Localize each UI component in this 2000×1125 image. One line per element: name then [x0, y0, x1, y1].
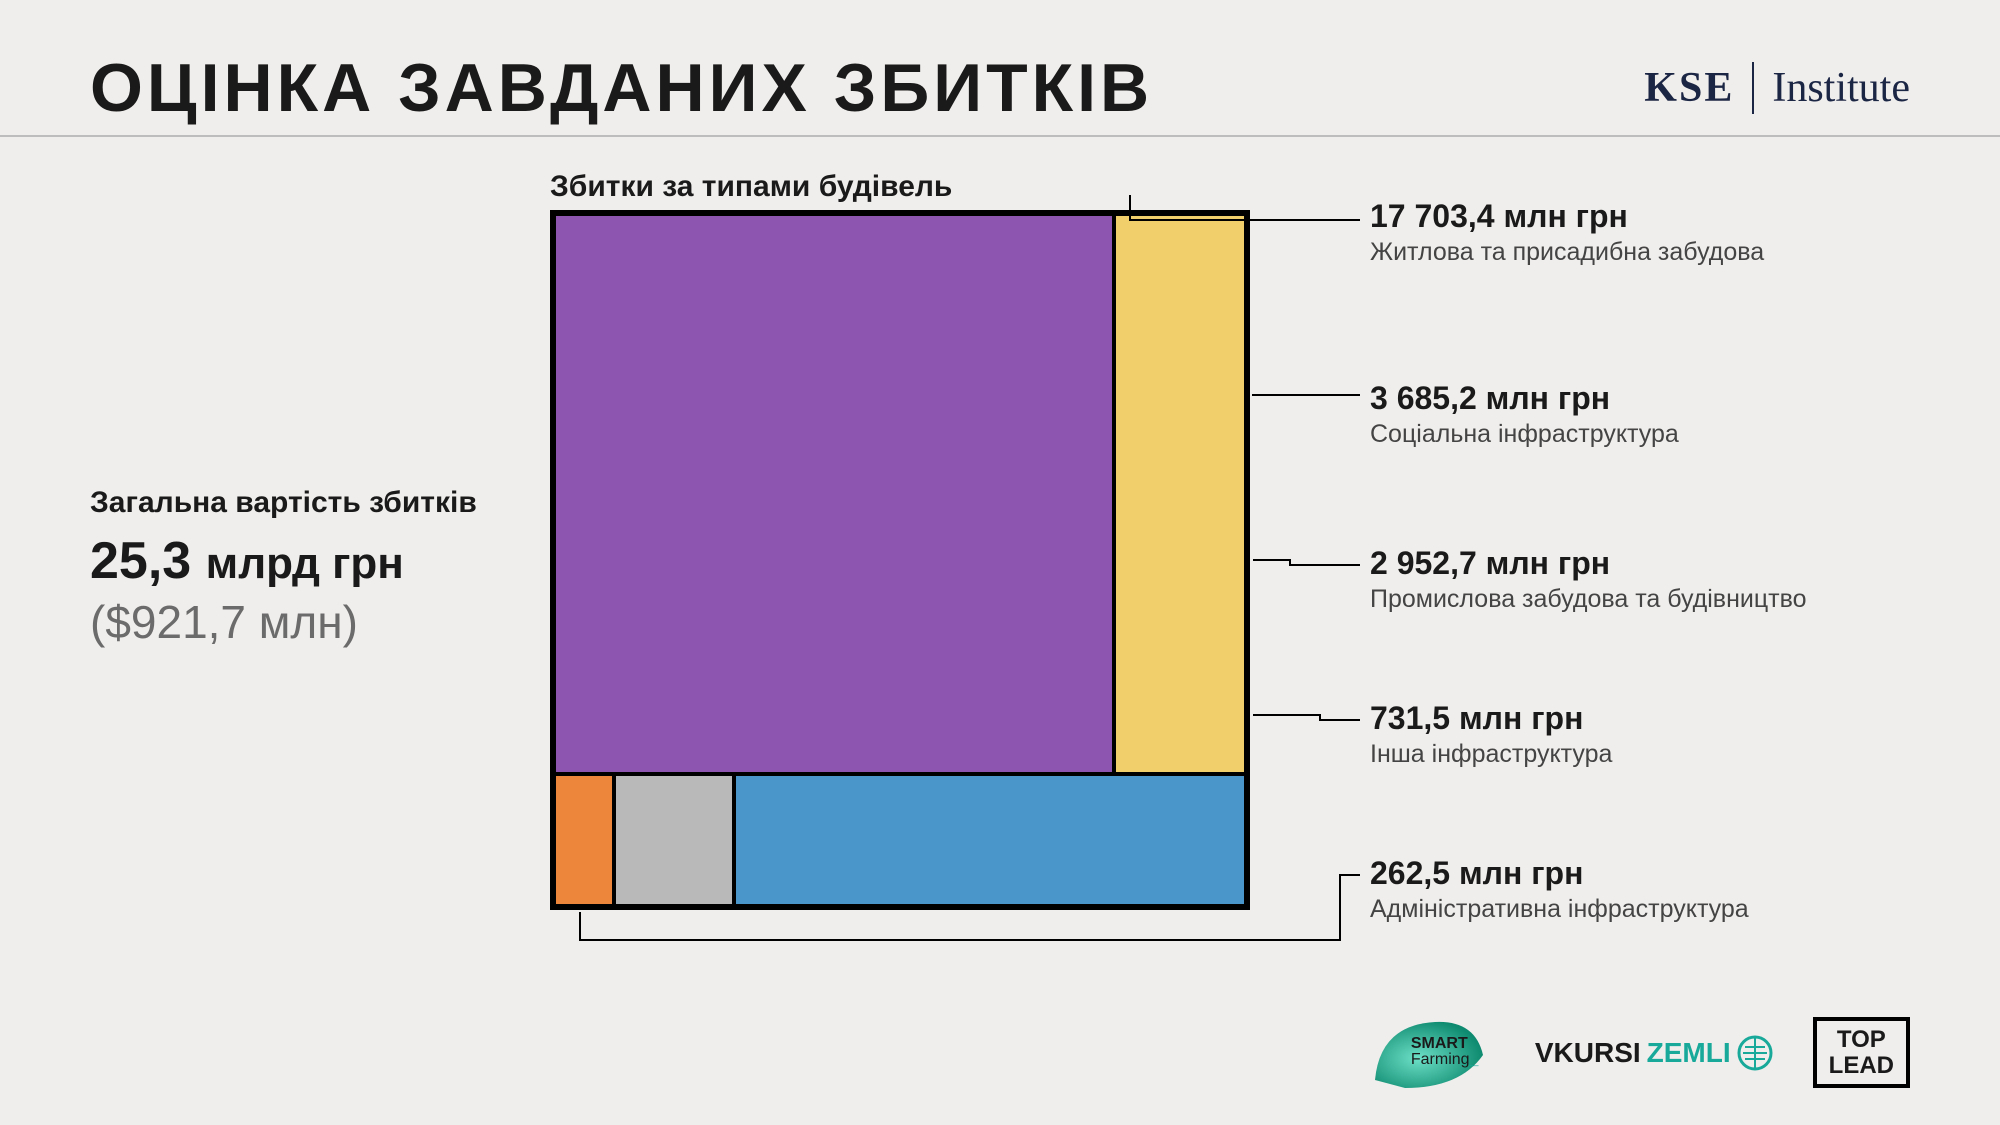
toplead-line1: TOP — [1829, 1027, 1894, 1052]
treemap-cell-admin — [554, 774, 614, 906]
legend-value: 2 952,7 млн грн — [1370, 545, 1870, 582]
totals-panel: Загальна вартість збитків 25,3 млрд грн … — [90, 485, 540, 649]
legend-value: 17 703,4 млн грн — [1370, 198, 1870, 235]
legend-item-admin: 262,5 млн грнАдміністративна інфраструкт… — [1370, 855, 1870, 924]
kse-logo-sub: Institute — [1772, 64, 1910, 112]
legend-label: Промислова забудова та будівництво — [1370, 584, 1870, 614]
vkursi-icon — [1737, 1035, 1773, 1071]
smart-farming-logo: SMART Farming_ — [1365, 1010, 1495, 1095]
total-label: Загальна вартість збитків — [90, 485, 540, 521]
legend-item-social: 3 685,2 млн грнСоціальна інфраструктура — [1370, 380, 1870, 449]
header-divider — [0, 135, 2000, 137]
legend-label: Соціальна інфраструктура — [1370, 419, 1870, 449]
kse-logo-divider — [1752, 62, 1754, 114]
header: ОЦІНКА ЗАВДАНИХ ЗБИТКІВ KSE Institute — [90, 40, 1910, 135]
treemap-cell-residential — [554, 214, 1114, 774]
legend-value: 262,5 млн грн — [1370, 855, 1870, 892]
legend-label: Адміністративна інфраструктура — [1370, 894, 1870, 924]
treemap-cell-social — [1114, 214, 1246, 774]
total-value: 25,3 млрд грн — [90, 531, 540, 591]
legend-label: Інша інфраструктура — [1370, 739, 1870, 769]
legend-item-industrial: 2 952,7 млн грнПромислова забудова та бу… — [1370, 545, 1870, 614]
legend-value: 731,5 млн грн — [1370, 700, 1870, 737]
smart-logo-line1: SMART — [1411, 1036, 1479, 1052]
connector-line — [1253, 560, 1360, 565]
legend-label: Житлова та присадибна забудова — [1370, 237, 1870, 267]
treemap-chart — [550, 210, 1250, 910]
kse-logo-main: KSE — [1644, 64, 1734, 112]
zemli-text: ZEMLI — [1647, 1037, 1731, 1069]
total-value-unit: млрд грн — [206, 539, 404, 588]
top-lead-logo: TOP LEAD — [1813, 1017, 1910, 1087]
legend-item-other: 731,5 млн грнІнша інфраструктура — [1370, 700, 1870, 769]
total-usd: ($921,7 млн) — [90, 595, 540, 649]
kse-logo: KSE Institute — [1644, 62, 1910, 114]
vkursi-zemli-logo: VKURSI ZEMLI — [1535, 1035, 1773, 1071]
chart-title: Збитки за типами будівель — [550, 170, 952, 204]
legend-item-residential: 17 703,4 млн грнЖитлова та присадибна за… — [1370, 198, 1870, 267]
vkursi-text: VKURSI — [1535, 1037, 1641, 1069]
legend-value: 3 685,2 млн грн — [1370, 380, 1870, 417]
smart-logo-line2: Farming_ — [1411, 1052, 1479, 1068]
page-title: ОЦІНКА ЗАВДАНИХ ЗБИТКІВ — [90, 49, 1153, 127]
toplead-line2: LEAD — [1829, 1053, 1894, 1078]
total-value-number: 25,3 — [90, 532, 191, 590]
treemap-cell-industrial — [734, 774, 1246, 906]
footer-logos: SMART Farming_ VKURSI ZEMLI TOP LEAD — [1365, 1010, 1910, 1095]
connector-line — [1253, 715, 1360, 720]
treemap-cell-other — [614, 774, 734, 906]
